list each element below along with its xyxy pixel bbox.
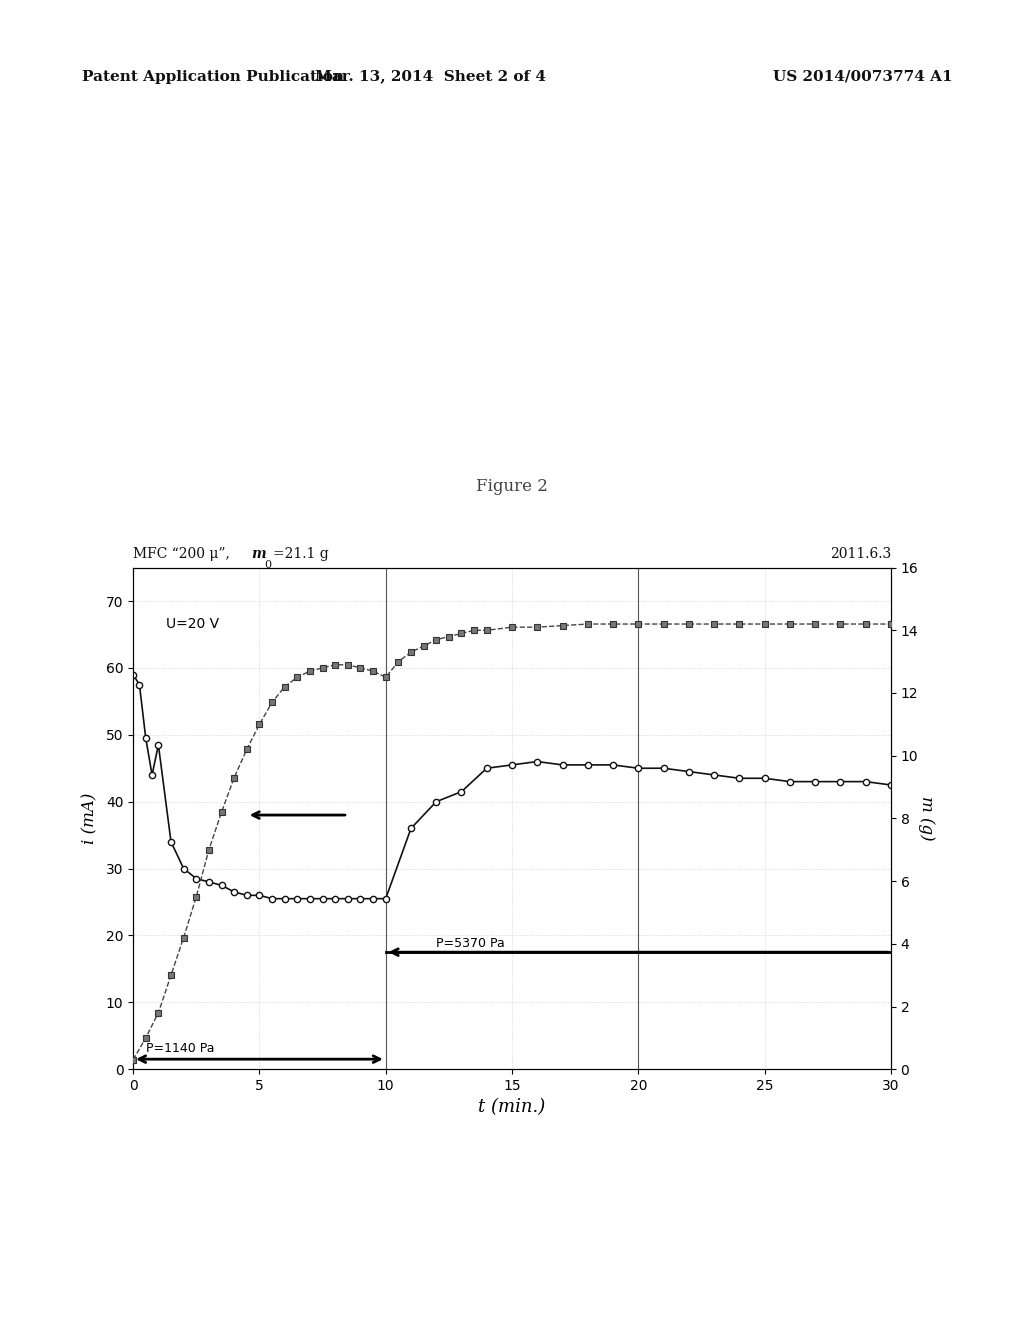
Y-axis label: m (g): m (g) — [919, 796, 935, 841]
Y-axis label: i (mA): i (mA) — [82, 793, 99, 843]
Text: 0: 0 — [264, 560, 271, 570]
Text: U=20 V: U=20 V — [166, 616, 219, 631]
Text: 2011.6.3: 2011.6.3 — [829, 546, 891, 561]
Text: m: m — [251, 546, 265, 561]
Text: Figure 2: Figure 2 — [476, 478, 548, 495]
Text: =21.1 g: =21.1 g — [273, 546, 329, 561]
X-axis label: t (min.): t (min.) — [478, 1098, 546, 1117]
Text: P=5370 Pa: P=5370 Pa — [436, 937, 505, 950]
Text: MFC “200 μ”,: MFC “200 μ”, — [133, 546, 234, 561]
Text: Patent Application Publication: Patent Application Publication — [82, 70, 344, 83]
Text: Mar. 13, 2014  Sheet 2 of 4: Mar. 13, 2014 Sheet 2 of 4 — [314, 70, 546, 83]
Text: P=1140 Pa: P=1140 Pa — [145, 1043, 214, 1056]
Text: US 2014/0073774 A1: US 2014/0073774 A1 — [773, 70, 952, 83]
